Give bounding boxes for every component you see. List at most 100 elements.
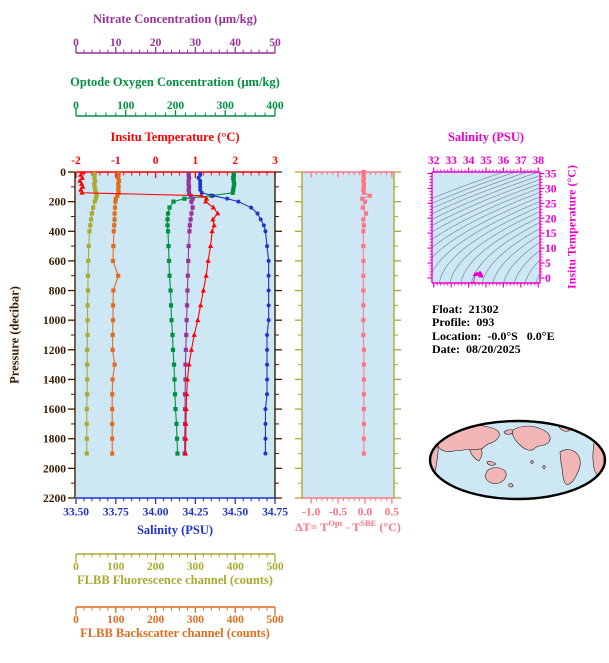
- svg-text:0: 0: [60, 167, 66, 179]
- svg-text:33.75: 33.75: [103, 507, 129, 519]
- backscatter-axis-title: FLBB Backscatter channel (counts): [80, 626, 270, 640]
- svg-text:30: 30: [545, 183, 557, 195]
- oxygen-profile: [165, 172, 237, 456]
- svg-text:34.50: 34.50: [222, 507, 248, 519]
- svg-text:15: 15: [545, 228, 557, 240]
- svg-text:30: 30: [190, 37, 202, 49]
- ts-diagram: 32 33 34 35 36 37 38 0 5 10 15 20 25 30 35: [427, 155, 557, 288]
- svg-text:100: 100: [117, 100, 135, 112]
- svg-text:20: 20: [150, 37, 162, 49]
- svg-text:33.50: 33.50: [63, 507, 89, 519]
- svg-text:100: 100: [107, 561, 125, 573]
- float-metadata: Float: 21302 Profile: 093 Location: -0.0…: [432, 302, 555, 357]
- delta-t-series: [360, 169, 372, 456]
- svg-text:300: 300: [187, 614, 205, 626]
- fluorescence-axis: 0 100 200 300 400 500: [73, 553, 284, 573]
- svg-text:1400: 1400: [43, 374, 66, 386]
- svg-text:10: 10: [110, 37, 122, 49]
- svg-text:2000: 2000: [43, 463, 66, 475]
- svg-text:0: 0: [153, 155, 159, 167]
- svg-text:0: 0: [73, 561, 79, 573]
- svg-text:34.00: 34.00: [143, 507, 169, 519]
- svg-text:1: 1: [193, 155, 199, 167]
- nitrate-profile: [182, 172, 195, 456]
- svg-text:25: 25: [545, 198, 557, 210]
- delta-t-title-sup-opt: Opt: [328, 518, 343, 528]
- svg-text:-2: -2: [71, 155, 81, 167]
- profile-series: [77, 172, 271, 456]
- delta-t-title-part: - T: [342, 520, 361, 534]
- svg-text:35: 35: [545, 168, 557, 180]
- svg-text:200: 200: [167, 100, 185, 112]
- svg-text:34.25: 34.25: [182, 507, 208, 519]
- delta-t-title-part: (°C): [376, 520, 401, 534]
- svg-text:400: 400: [227, 561, 245, 573]
- svg-text:34.75: 34.75: [262, 507, 288, 519]
- svg-text:300: 300: [217, 100, 235, 112]
- svg-text:10: 10: [545, 243, 557, 255]
- location-line: Location: -0.0°S 0.0°E: [432, 328, 555, 343]
- svg-text:100: 100: [107, 614, 125, 626]
- svg-text:38: 38: [533, 155, 545, 167]
- svg-text:1200: 1200: [43, 345, 66, 357]
- svg-text:500: 500: [266, 561, 284, 573]
- svg-text:0: 0: [73, 614, 79, 626]
- svg-text:33: 33: [445, 155, 457, 167]
- svg-text:2200: 2200: [43, 493, 66, 505]
- svg-text:-1.0: -1.0: [302, 507, 320, 519]
- svg-text:400: 400: [266, 100, 284, 112]
- svg-text:5: 5: [545, 258, 551, 270]
- svg-text:36: 36: [498, 155, 510, 167]
- svg-text:1000: 1000: [43, 315, 66, 327]
- svg-text:500: 500: [266, 614, 284, 626]
- svg-text:1600: 1600: [43, 404, 66, 416]
- temperature-profile: [77, 172, 221, 456]
- ts-curve: [472, 270, 484, 283]
- oxygen-axis: 0 100 200 300 400: [73, 100, 284, 117]
- svg-text:0.0: 0.0: [358, 507, 373, 519]
- svg-text:400: 400: [49, 226, 67, 238]
- svg-text:2: 2: [232, 155, 238, 167]
- svg-text:35: 35: [480, 155, 492, 167]
- svg-text:0.5: 0.5: [385, 507, 400, 519]
- svg-text:20: 20: [545, 213, 557, 225]
- svg-text:40: 40: [229, 37, 241, 49]
- delta-t-plot: -1.0 -0.5 0.0 0.5: [295, 169, 401, 519]
- svg-text:0: 0: [545, 273, 551, 285]
- svg-text:34: 34: [463, 155, 475, 167]
- svg-text:0: 0: [73, 100, 79, 112]
- delta-t-title-sup-sbe: SBE: [360, 518, 377, 528]
- svg-text:50: 50: [269, 37, 281, 49]
- fluorescence-axis-title: FLBB Fluorescence channel (counts): [77, 573, 273, 587]
- pressure-axis-title: Pressure (decibar): [7, 286, 22, 384]
- backscatter-profile: [110, 172, 122, 456]
- svg-text:400: 400: [227, 614, 245, 626]
- svg-text:200: 200: [147, 561, 165, 573]
- world-map: [428, 419, 607, 501]
- ts-salinity-title: Salinity (PSU): [447, 130, 525, 144]
- svg-text:3: 3: [272, 155, 278, 167]
- nitrate-axis-title: Nitrate Concentration (µm/kg): [92, 12, 258, 26]
- svg-text:32: 32: [428, 155, 440, 167]
- svg-text:200: 200: [49, 197, 67, 209]
- profile-line: Profile: 093: [432, 315, 495, 330]
- svg-text:600: 600: [49, 256, 67, 268]
- svg-text:800: 800: [49, 286, 67, 298]
- svg-text:-1: -1: [111, 155, 121, 167]
- delta-t-title-part: ΔT= T: [295, 520, 329, 534]
- svg-text:200: 200: [147, 614, 165, 626]
- svg-text:0: 0: [73, 37, 79, 49]
- float-id-line: Float: 21302: [432, 302, 499, 316]
- svg-text:37: 37: [515, 155, 527, 167]
- svg-text:-0.5: -0.5: [329, 507, 347, 519]
- date-line: Date: 08/20/2025: [432, 342, 521, 357]
- svg-text:1800: 1800: [43, 434, 66, 446]
- backscatter-axis: 0 100 200 300 400 500: [73, 606, 284, 626]
- ts-temperature-title: Insitu Temperature (°C): [564, 165, 579, 289]
- oxygen-axis-title: Optode Oxygen Concentration (µm/kg): [70, 75, 280, 89]
- salinity-axis-title: Salinity (PSU): [136, 523, 214, 537]
- svg-text:300: 300: [187, 561, 205, 573]
- density-contours: [432, 172, 540, 283]
